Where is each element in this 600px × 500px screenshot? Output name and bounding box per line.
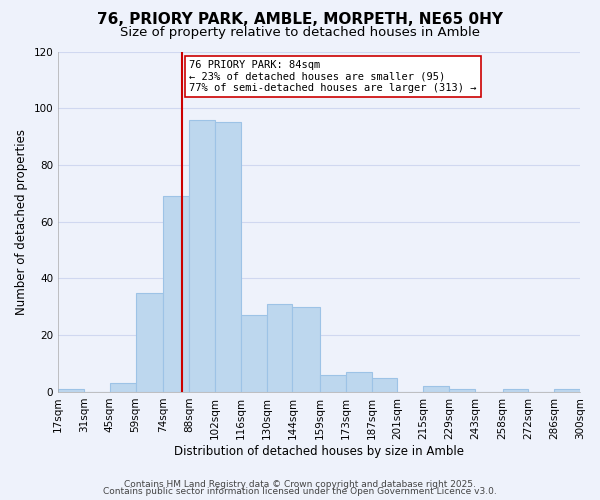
Bar <box>110 384 136 392</box>
Bar <box>266 304 292 392</box>
Bar <box>189 120 215 392</box>
Bar <box>449 389 475 392</box>
Bar <box>163 196 189 392</box>
Text: 76, PRIORY PARK, AMBLE, MORPETH, NE65 0HY: 76, PRIORY PARK, AMBLE, MORPETH, NE65 0H… <box>97 12 503 28</box>
Text: Contains public sector information licensed under the Open Government Licence v3: Contains public sector information licen… <box>103 488 497 496</box>
Bar <box>503 389 529 392</box>
Bar <box>58 389 84 392</box>
Text: Size of property relative to detached houses in Amble: Size of property relative to detached ho… <box>120 26 480 39</box>
Bar <box>423 386 449 392</box>
Text: Contains HM Land Registry data © Crown copyright and database right 2025.: Contains HM Land Registry data © Crown c… <box>124 480 476 489</box>
Bar <box>241 316 266 392</box>
Bar <box>346 372 371 392</box>
Bar <box>320 375 346 392</box>
Y-axis label: Number of detached properties: Number of detached properties <box>15 128 28 314</box>
Bar <box>215 122 241 392</box>
Bar <box>136 292 163 392</box>
X-axis label: Distribution of detached houses by size in Amble: Distribution of detached houses by size … <box>174 444 464 458</box>
Bar <box>554 389 580 392</box>
Bar <box>371 378 397 392</box>
Bar <box>292 307 320 392</box>
Text: 76 PRIORY PARK: 84sqm
← 23% of detached houses are smaller (95)
77% of semi-deta: 76 PRIORY PARK: 84sqm ← 23% of detached … <box>189 60 476 93</box>
